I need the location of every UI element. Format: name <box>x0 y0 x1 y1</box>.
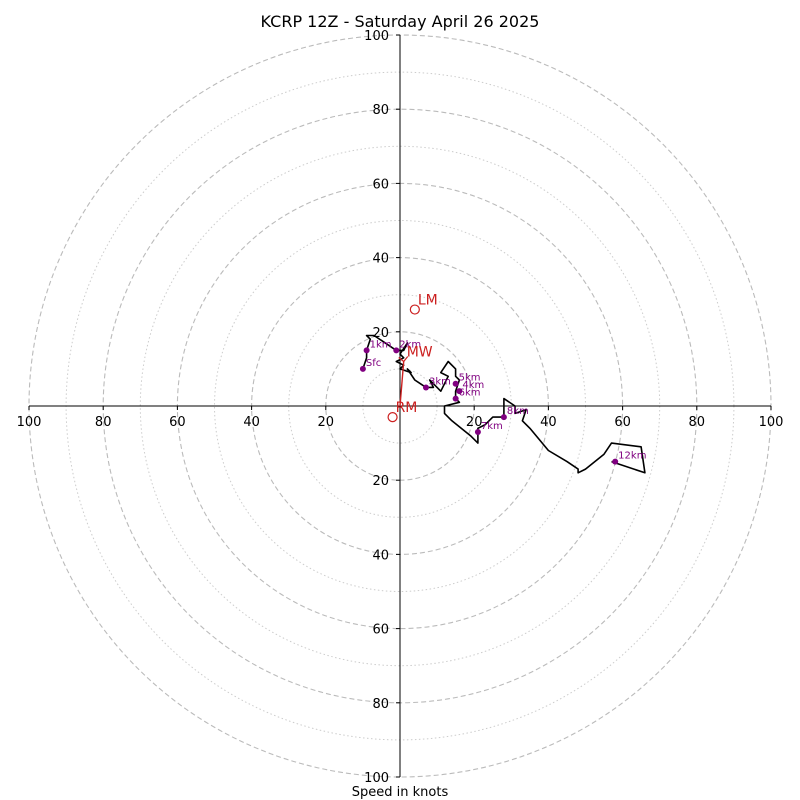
motion-label-MW: MW <box>407 344 433 360</box>
height-marker-1km <box>363 347 370 354</box>
x-tick-label: 60 <box>614 415 631 430</box>
y-tick-label: 80 <box>372 103 389 118</box>
x-axis-label: Speed in knots <box>352 785 449 800</box>
axis-ticks: 100 80 60 40 20 20 40 60 80 100100806040202040608… <box>17 29 784 786</box>
height-marker-5km <box>452 380 459 387</box>
motion-marker-MW <box>398 356 409 363</box>
height-label-7km: 7km <box>481 421 503 432</box>
height-label-12km: 12km <box>618 451 646 462</box>
y-tick-label: 40 <box>372 548 389 563</box>
x-tick-label: 80 <box>689 415 706 430</box>
height-label-8km: 8km <box>507 406 529 417</box>
height-marker-Sfc <box>359 365 366 372</box>
height-marker-12km <box>612 458 619 465</box>
y-tick-label: 20 <box>372 474 389 489</box>
height-label-5km: 5km <box>459 373 481 384</box>
y-tick-label: 80 <box>372 697 389 712</box>
height-marker-3km <box>422 384 429 391</box>
height-marker-6km <box>452 395 459 402</box>
y-tick-label: 100 <box>364 771 389 786</box>
height-label-4km: 4km <box>462 380 484 391</box>
y-tick-label: 100 <box>364 29 389 44</box>
y-tick-label: 60 <box>372 177 389 192</box>
x-tick-label: 100 <box>17 415 42 430</box>
chart-title: KCRP 12Z - Saturday April 26 2025 <box>261 12 540 31</box>
storm-motion-vector <box>399 361 405 407</box>
height-marker-7km <box>474 428 481 435</box>
x-tick-label: 40 <box>243 415 260 430</box>
height-marker-2km <box>393 347 400 354</box>
motion-label-RM: RM <box>396 400 418 416</box>
height-label-3km: 3km <box>429 376 451 387</box>
height-label-2km: 2km <box>399 339 421 350</box>
x-tick-label: 40 <box>540 415 557 430</box>
motion-marker-RM <box>387 412 398 423</box>
height-marker-8km <box>500 414 507 421</box>
height-label-Sfc: Sfc <box>366 358 381 369</box>
height-label-1km: 1km <box>370 339 392 350</box>
height-marker-4km <box>456 388 463 395</box>
x-tick-label: 60 <box>169 415 186 430</box>
storm-motion-markers: LM MW RM <box>387 293 438 423</box>
x-tick-label: 20 <box>466 415 483 430</box>
x-tick-label: 20 <box>318 415 335 430</box>
hodograph-trace <box>362 334 646 474</box>
y-tick-label: 60 <box>372 623 389 638</box>
y-tick-label: 40 <box>372 252 389 267</box>
x-tick-label: 80 <box>95 415 112 430</box>
motion-marker-LM <box>409 304 420 315</box>
motion-label-LM: LM <box>418 293 438 309</box>
x-tick-label: 100 <box>759 415 784 430</box>
hodograph-trace-group <box>362 334 646 474</box>
height-label-6km: 6km <box>459 388 481 399</box>
